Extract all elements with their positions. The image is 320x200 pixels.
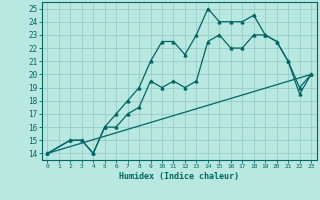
X-axis label: Humidex (Indice chaleur): Humidex (Indice chaleur) [119, 172, 239, 181]
